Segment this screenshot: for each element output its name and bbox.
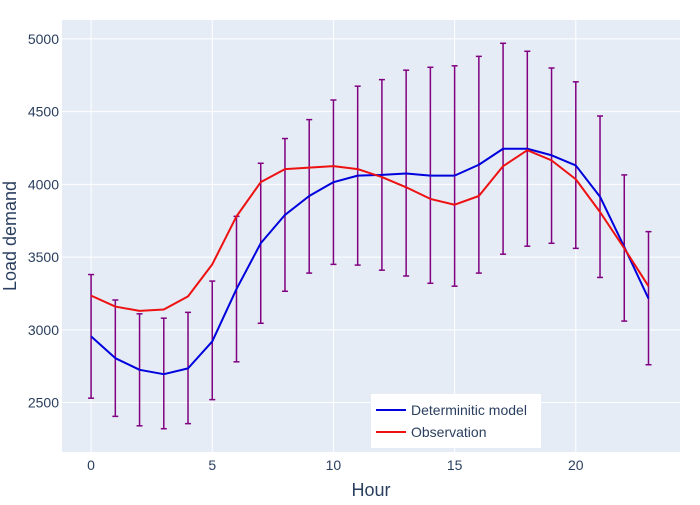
x-tick-labels: 0 5 10 15 20: [87, 457, 584, 473]
y-tick-label: 3500: [28, 249, 59, 265]
y-axis-title: Load demand: [0, 181, 20, 291]
legend-box: [371, 394, 541, 448]
legend-label-deterministic[interactable]: Determinitic model: [411, 402, 527, 418]
series-line-observation: [90, 149, 650, 312]
y-tick-labels: 2500 3000 3500 4000 4500 5000: [28, 31, 59, 411]
legend[interactable]: Determinitic model Observation: [371, 394, 541, 448]
y-tick-label: 4500: [28, 104, 59, 120]
plot-area: [62, 20, 680, 452]
y-tick-label: 5000: [28, 31, 59, 47]
legend-label-observation[interactable]: Observation: [411, 424, 486, 440]
x-axis-title: Hour: [351, 480, 390, 500]
x-tick-label: 0: [87, 457, 95, 473]
x-tick-label: 20: [568, 457, 584, 473]
x-tick-label: 10: [326, 457, 342, 473]
y-tick-label: 3000: [28, 322, 59, 338]
y-tick-label: 2500: [28, 395, 59, 411]
x-tick-label: 5: [208, 457, 216, 473]
x-tick-label: 15: [447, 457, 463, 473]
series-line-deterministic: [90, 147, 650, 376]
series-lines: [90, 147, 650, 376]
y-tick-label: 4000: [28, 176, 59, 192]
